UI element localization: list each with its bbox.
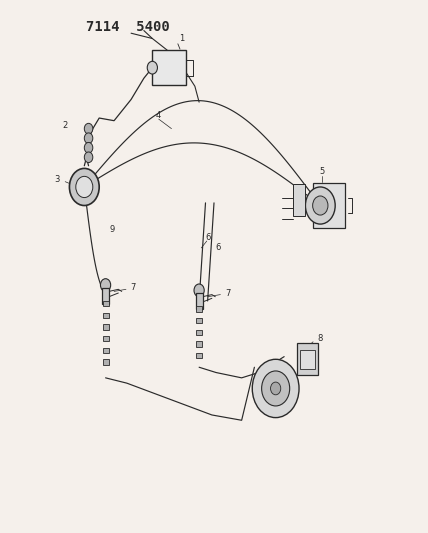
Text: 9: 9 bbox=[109, 225, 115, 234]
Bar bbox=[103, 348, 109, 353]
Bar bbox=[313, 183, 345, 228]
Text: 7: 7 bbox=[131, 283, 136, 292]
Bar bbox=[196, 353, 202, 358]
Text: 4: 4 bbox=[156, 111, 161, 120]
Bar bbox=[152, 51, 186, 85]
Circle shape bbox=[270, 382, 281, 395]
Circle shape bbox=[306, 187, 335, 224]
Circle shape bbox=[76, 176, 93, 198]
Circle shape bbox=[194, 284, 204, 297]
Text: 6: 6 bbox=[216, 244, 221, 253]
Circle shape bbox=[147, 61, 158, 74]
Text: 8: 8 bbox=[318, 334, 323, 343]
Bar bbox=[103, 301, 109, 306]
Bar bbox=[297, 343, 318, 375]
Circle shape bbox=[84, 142, 93, 153]
Text: 7: 7 bbox=[226, 288, 231, 297]
Circle shape bbox=[252, 359, 299, 418]
Bar bbox=[103, 359, 109, 365]
Circle shape bbox=[101, 279, 111, 292]
Bar bbox=[102, 288, 109, 304]
Bar bbox=[103, 313, 109, 318]
Bar bbox=[196, 341, 202, 346]
Bar bbox=[196, 293, 202, 309]
Circle shape bbox=[84, 152, 93, 163]
Bar bbox=[103, 324, 109, 329]
Bar bbox=[196, 329, 202, 335]
Text: 2: 2 bbox=[62, 122, 68, 131]
Circle shape bbox=[69, 168, 99, 206]
Circle shape bbox=[84, 133, 93, 143]
Bar bbox=[300, 350, 315, 368]
Text: 1: 1 bbox=[179, 34, 185, 43]
Bar bbox=[293, 184, 306, 216]
Text: 3: 3 bbox=[54, 174, 59, 183]
Text: 7114  5400: 7114 5400 bbox=[86, 20, 170, 34]
Circle shape bbox=[262, 371, 290, 406]
Circle shape bbox=[84, 123, 93, 134]
Bar bbox=[196, 318, 202, 323]
Bar bbox=[103, 336, 109, 341]
Text: 5: 5 bbox=[320, 166, 325, 175]
Text: 6: 6 bbox=[205, 233, 210, 242]
Circle shape bbox=[312, 196, 328, 215]
Bar bbox=[196, 306, 202, 312]
